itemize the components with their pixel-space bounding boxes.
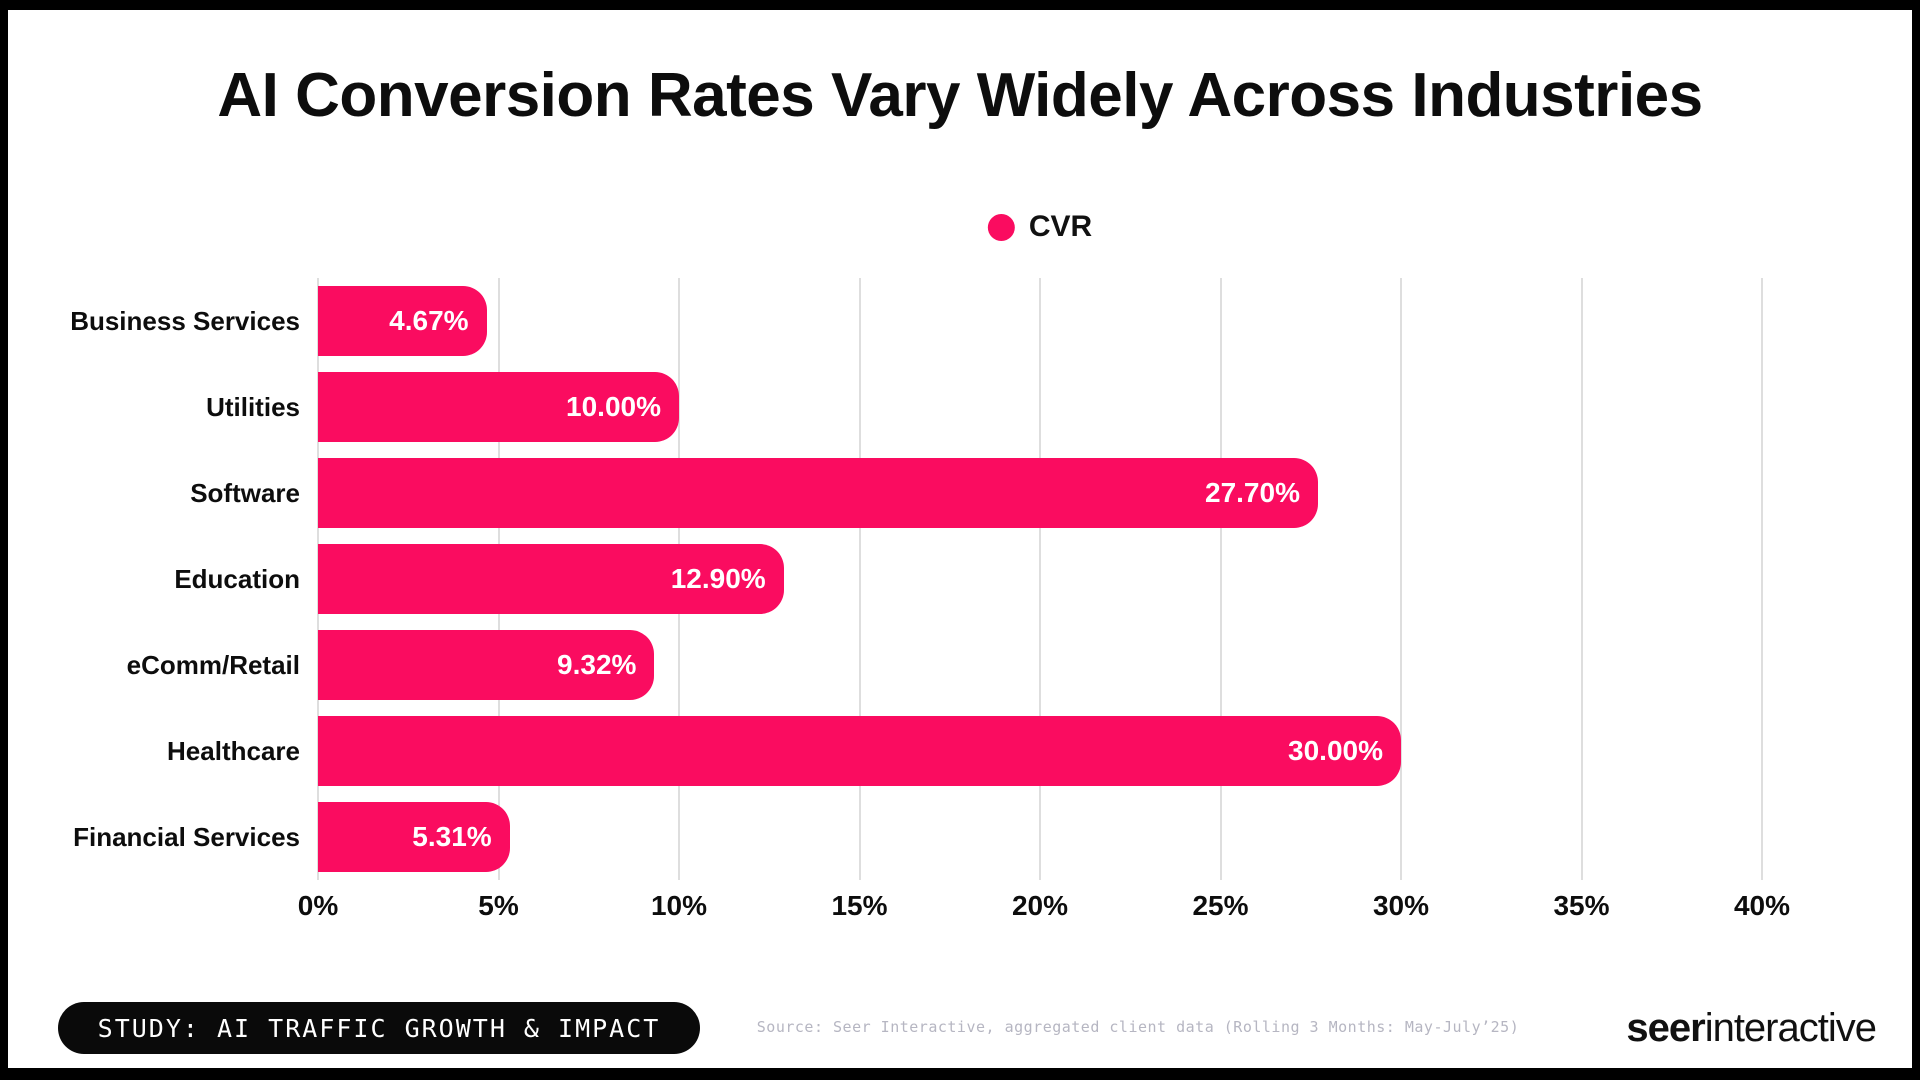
x-axis-tick-label: 35% [1553, 890, 1610, 921]
gridline [1580, 278, 1583, 880]
bar-row: Education 12.90% [8, 536, 1912, 622]
bar-value-label: 4.67% [389, 305, 469, 336]
gridline [858, 278, 861, 880]
cvr-bar: 27.70% [318, 458, 1318, 528]
category-label: Education [174, 563, 300, 594]
seer-logo: seerinteractive [1626, 1006, 1877, 1051]
bar-row: Business Services 4.67% [8, 278, 1912, 364]
bar-chart: Business Services 4.67% Utilities 10.00% Sof… [8, 278, 1912, 880]
gridline [1761, 278, 1763, 880]
x-axis-tick-label: 5% [478, 890, 519, 921]
x-axis-tick-label: 0% [297, 890, 339, 921]
seer-logo-bold: seer [1626, 1006, 1705, 1050]
bar-row: eComm/Retail 9.32% [8, 622, 1912, 708]
chart-title: AI Conversion Rates Vary Widely Across I… [217, 61, 1703, 130]
cvr-bar: 10.00% [318, 372, 679, 442]
bar-row: Utilities 10.00% [8, 364, 1912, 450]
x-axis-tick-label: 30% [1372, 890, 1430, 921]
category-label: Healthcare [167, 735, 300, 766]
study-badge: STUDY: AI TRAFFIC GROWTH & IMPACT [58, 1002, 700, 1054]
bar-value-label: 30.00% [1288, 735, 1383, 766]
category-label: Utilities [206, 391, 300, 422]
x-axis-tick-label: 40% [1733, 890, 1791, 921]
category-label: Software [190, 477, 300, 508]
bar-row: Software 27.70% [8, 450, 1912, 536]
bar-value-label: 9.32% [557, 649, 637, 680]
gridline [1039, 278, 1041, 880]
cvr-bar: 12.90% [318, 544, 784, 614]
legend: CVR [987, 210, 1093, 244]
cvr-bar: 5.31% [318, 802, 510, 872]
cvr-bar: 4.67% [318, 286, 487, 356]
x-axis: 0% 5% 10% 15% 20% 25% 30% 35% 40% [298, 890, 1790, 930]
seer-logo-regular: interactive [1704, 1006, 1877, 1050]
x-axis-tick-label: 20% [1011, 890, 1069, 921]
bar-value-label: 27.70% [1205, 477, 1300, 508]
x-axis-tick-label: 25% [1192, 890, 1249, 921]
cvr-bar: 30.00% [318, 716, 1401, 786]
category-label: Financial Services [73, 821, 300, 852]
gridline [1219, 278, 1222, 880]
legend-cvr-label: CVR [1028, 210, 1093, 243]
source-note: Source: Seer Interactive, aggregated cli… [756, 1018, 1520, 1036]
bar-value-label: 10.00% [566, 391, 661, 422]
legend-cvr-dot-icon [987, 213, 1015, 241]
bar-row: Healthcare 30.00% [8, 708, 1912, 794]
bar-row: Financial Services 5.31% [8, 794, 1912, 880]
x-axis-tick-label: 15% [831, 890, 888, 921]
category-label: Business Services [70, 305, 300, 336]
chart-background: AI Conversion Rates Vary Widely Across I… [8, 10, 1912, 1068]
gridline [1400, 278, 1402, 880]
bar-value-label: 12.90% [670, 563, 766, 594]
bar-value-label: 5.31% [412, 821, 492, 852]
x-axis-tick-label: 10% [650, 890, 708, 921]
category-label: eComm/Retail [126, 649, 300, 680]
cvr-bar: 9.32% [318, 630, 655, 700]
